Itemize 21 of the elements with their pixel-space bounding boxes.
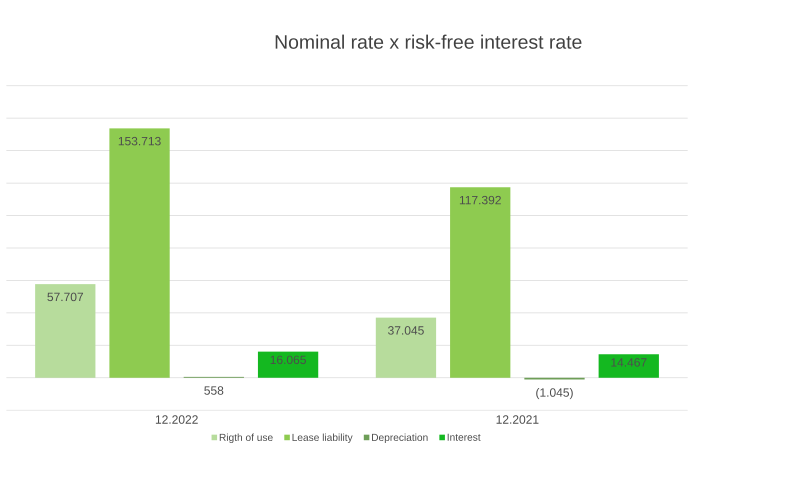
x-tick-label: 12.2022 bbox=[156, 415, 198, 424]
legend-label: Lease liability bbox=[292, 434, 353, 444]
chart-title: Nominal rate x risk-free interest rate bbox=[276, 34, 582, 49]
data-label: (1.045) bbox=[536, 388, 573, 400]
bar bbox=[35, 284, 96, 378]
data-label: 558 bbox=[204, 386, 224, 395]
legend-label: Depreciation bbox=[372, 434, 428, 444]
bar bbox=[598, 354, 659, 378]
legend-label: Interest bbox=[448, 434, 481, 441]
data-label: 14.467 bbox=[611, 358, 647, 367]
bar bbox=[376, 318, 436, 378]
data-label: 16.065 bbox=[270, 356, 306, 364]
bar bbox=[450, 187, 510, 378]
data-label: 57.707 bbox=[47, 292, 84, 302]
bar bbox=[258, 352, 318, 378]
legend-label: Rigth of use bbox=[220, 434, 273, 444]
data-label: 117.392 bbox=[460, 196, 501, 204]
x-tick-label: 12.2021 bbox=[496, 415, 538, 424]
data-label: 153.713 bbox=[118, 137, 161, 146]
data-label: 37.045 bbox=[388, 326, 424, 335]
bar bbox=[109, 128, 170, 378]
